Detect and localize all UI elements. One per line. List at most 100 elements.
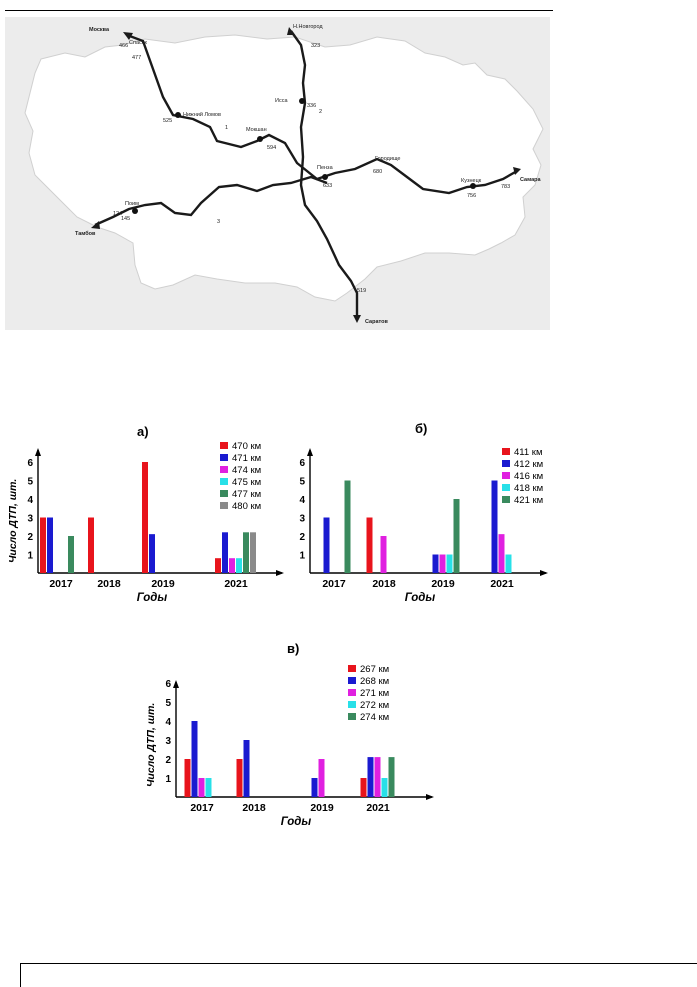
route-label-2: 2	[319, 109, 322, 115]
legend-swatch	[502, 484, 510, 491]
category-label: 2021	[366, 802, 390, 814]
y-axis-label: Число ДТП, шт.	[290, 479, 291, 563]
legend-swatch	[502, 496, 510, 503]
bar	[229, 558, 235, 573]
legend-swatch	[220, 442, 228, 449]
label-gorodishche: Городище	[375, 156, 400, 162]
bar	[236, 558, 242, 573]
km-525: 525	[163, 118, 172, 124]
bar	[446, 554, 453, 573]
bar	[388, 757, 395, 797]
bar	[184, 759, 191, 797]
legend-label: 421 км	[514, 495, 543, 506]
bar	[344, 480, 351, 573]
road-map: Москва Спасск 466 477 Нижний Ломов 525 М…	[5, 17, 550, 330]
label-tambov: Тамбов	[75, 230, 96, 237]
arrowheads	[91, 27, 521, 323]
y-axis-arrow	[307, 448, 313, 456]
category-label: 2017	[49, 578, 73, 590]
x-axis-label: Годы	[137, 592, 168, 604]
legend-swatch	[220, 466, 228, 473]
y-tick-label: 4	[27, 495, 33, 506]
bar	[47, 517, 53, 573]
route-label-1: 1	[225, 125, 228, 131]
bar	[360, 778, 367, 797]
y-tick-label: 4	[299, 495, 305, 506]
label-samara: Самара	[520, 177, 542, 183]
y-axis-arrow	[173, 680, 179, 688]
route-lines	[94, 30, 518, 317]
category-label: 2019	[310, 802, 334, 814]
y-tick-label: 4	[165, 717, 171, 728]
bar	[491, 480, 498, 573]
km-633: 633	[323, 183, 332, 189]
bar	[323, 517, 330, 573]
legend-swatch	[348, 665, 356, 672]
bar	[380, 536, 387, 573]
category-label: 2017	[190, 802, 214, 814]
y-tick-label: 1	[165, 774, 171, 785]
y-axis-arrow	[35, 448, 41, 456]
label-penza: Пенза	[317, 165, 334, 171]
legend-label: 267 км	[360, 664, 389, 675]
legend-label: 412 км	[514, 459, 543, 470]
km-477: 477	[132, 55, 141, 61]
route-1-line	[126, 33, 518, 195]
legend-swatch	[348, 677, 356, 684]
legend-swatch	[220, 502, 228, 509]
x-axis-label: Годы	[281, 816, 312, 828]
y-tick-label: 2	[27, 532, 33, 543]
legend-label: 471 км	[232, 453, 261, 464]
label-poim: Поим	[125, 201, 139, 207]
y-tick-label: 2	[165, 755, 171, 766]
bar	[149, 534, 155, 573]
dot-poim	[132, 208, 138, 214]
km-466: 466	[119, 43, 128, 49]
bar	[374, 757, 381, 797]
km-124: 124	[113, 211, 122, 217]
route-3-line	[94, 175, 328, 227]
route-2-line	[290, 30, 359, 317]
legend-label: 416 км	[514, 471, 543, 482]
y-tick-label: 1	[27, 551, 33, 562]
y-tick-label: 3	[165, 736, 171, 747]
label-spassk: Спасск	[129, 40, 148, 46]
bar	[505, 554, 512, 573]
km-519: 519	[357, 288, 366, 294]
legend-swatch	[220, 490, 228, 497]
category-label: 2018	[242, 802, 266, 814]
label-nnovgorod: Н.Новгород	[293, 24, 323, 30]
chart-c-title: в)	[287, 641, 300, 656]
x-axis-arrow	[426, 794, 434, 800]
legend-label: 475 км	[232, 477, 261, 488]
arrow-nnovgorod	[287, 27, 295, 35]
region-shape	[24, 34, 544, 302]
km-323: 323	[311, 43, 320, 49]
legend-label: 480 км	[232, 501, 261, 512]
bar	[236, 759, 243, 797]
y-tick-label: 3	[27, 514, 33, 525]
chart-b: 1 2 3 4 5 6 Число ДТП, шт. 2017 2018 2019 2021 Годы…	[290, 447, 548, 604]
category-label: 2018	[372, 578, 396, 590]
y-tick-label: 2	[299, 532, 305, 543]
bar	[215, 558, 221, 573]
legend-swatch	[220, 478, 228, 485]
label-kuznetsk: Кузнецк	[461, 178, 482, 184]
bar	[88, 517, 94, 573]
bar	[318, 759, 325, 797]
y-axis-label: Число ДТП, шт.	[7, 479, 19, 563]
y-tick-label: 1	[299, 551, 305, 562]
chart-c: 1 2 3 4 5 6 Число ДТП, шт. 2017 2018 2019 2021 Годы…	[145, 664, 434, 828]
km-783: 783	[501, 184, 510, 190]
legend-label: 470 км	[232, 441, 261, 452]
legend-label: 418 км	[514, 483, 543, 494]
bar	[191, 721, 198, 797]
category-label: 2017	[322, 578, 346, 590]
legend-label: 272 км	[360, 700, 389, 711]
category-label: 2021	[490, 578, 514, 590]
y-tick-label: 6	[299, 458, 305, 469]
dot-kuznetsk	[470, 183, 476, 189]
km-594: 594	[267, 145, 276, 151]
bar	[311, 778, 318, 797]
arrow-samara	[513, 167, 521, 175]
